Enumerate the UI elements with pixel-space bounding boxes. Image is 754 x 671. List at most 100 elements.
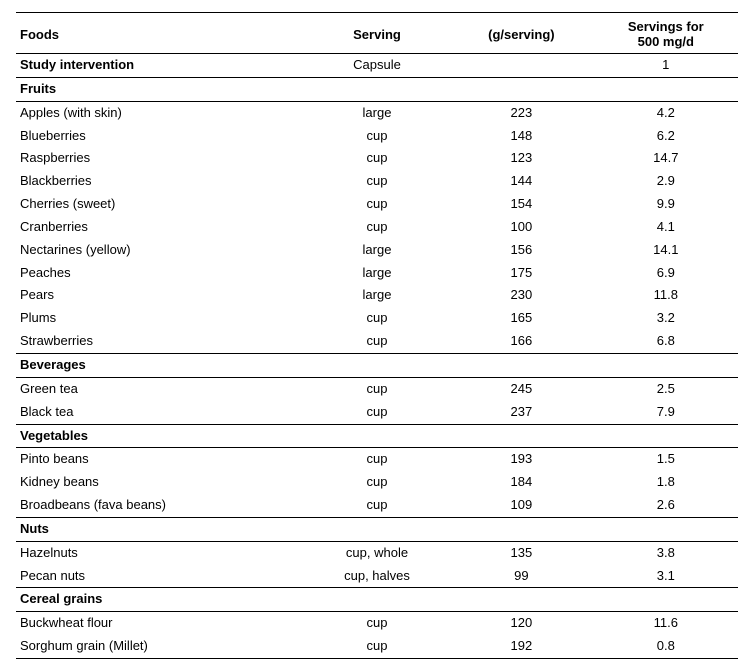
servings-for-500mg: 1.5 bbox=[594, 448, 738, 471]
food-name: Apples (with skin) bbox=[16, 101, 305, 124]
data-row: Pinto beanscup1931.5 bbox=[16, 448, 738, 471]
serving-size: cup bbox=[305, 330, 449, 353]
header-servings-for: Servings for 500 mg/d bbox=[594, 13, 738, 54]
serving-size: large bbox=[305, 239, 449, 262]
section-title: Vegetables bbox=[16, 424, 738, 448]
grams-per-serving: 100 bbox=[449, 216, 593, 239]
servings-for-500mg: 2.6 bbox=[594, 494, 738, 517]
servings-for-500mg: 6.2 bbox=[594, 125, 738, 148]
servings-for-500mg: 14.7 bbox=[594, 147, 738, 170]
servings-for-500mg: 3.1 bbox=[594, 565, 738, 588]
food-name: Strawberries bbox=[16, 330, 305, 353]
serving-size: cup bbox=[305, 635, 449, 658]
study-intervention-row: Study interventionCapsule1 bbox=[16, 54, 738, 78]
food-name: Kidney beans bbox=[16, 471, 305, 494]
serving-size: cup bbox=[305, 448, 449, 471]
grams-per-serving: 192 bbox=[449, 635, 593, 658]
servings-for-500mg: 3.2 bbox=[594, 307, 738, 330]
servings-for-500mg: 7.9 bbox=[594, 401, 738, 424]
serving-size: large bbox=[305, 284, 449, 307]
food-name: Sorghum grain (Millet) bbox=[16, 635, 305, 658]
section-header-row: Beverages bbox=[16, 353, 738, 377]
food-name: Pinto beans bbox=[16, 448, 305, 471]
grams-per-serving: 154 bbox=[449, 193, 593, 216]
table-header-row: Foods Serving (g/serving) Servings for 5… bbox=[16, 13, 738, 54]
grams-per-serving: 223 bbox=[449, 101, 593, 124]
food-name: Pears bbox=[16, 284, 305, 307]
data-row: Cranberriescup1004.1 bbox=[16, 216, 738, 239]
food-name: Cranberries bbox=[16, 216, 305, 239]
data-row: Broadbeans (fava beans)cup1092.6 bbox=[16, 494, 738, 517]
section-header-row: Vegetables bbox=[16, 424, 738, 448]
food-name: Black tea bbox=[16, 401, 305, 424]
data-row: Sorghum grain (Millet)cup1920.8 bbox=[16, 635, 738, 658]
food-name: Buckwheat flour bbox=[16, 612, 305, 635]
grams-per-serving: 156 bbox=[449, 239, 593, 262]
servings-for-500mg: 0.8 bbox=[594, 635, 738, 658]
section-header-row: Nuts bbox=[16, 517, 738, 541]
serving-size: cup bbox=[305, 216, 449, 239]
food-name: Peaches bbox=[16, 262, 305, 285]
food-name: Blueberries bbox=[16, 125, 305, 148]
section-header-row: Cereal grains bbox=[16, 588, 738, 612]
food-name: Blackberries bbox=[16, 170, 305, 193]
serving-size: cup bbox=[305, 401, 449, 424]
data-row: Apples (with skin)large2234.2 bbox=[16, 101, 738, 124]
serving-size: cup bbox=[305, 147, 449, 170]
grams-per-serving: 99 bbox=[449, 565, 593, 588]
data-row: Raspberriescup12314.7 bbox=[16, 147, 738, 170]
grams-per-serving: 193 bbox=[449, 448, 593, 471]
serving-size: cup bbox=[305, 377, 449, 400]
servings-for-500mg: 9.9 bbox=[594, 193, 738, 216]
servings-for-500mg: 3.8 bbox=[594, 541, 738, 564]
servings-for-500mg: 2.5 bbox=[594, 377, 738, 400]
data-row: Buckwheat flourcup12011.6 bbox=[16, 612, 738, 635]
servings-for-500mg: 4.1 bbox=[594, 216, 738, 239]
food-name: Broadbeans (fava beans) bbox=[16, 494, 305, 517]
grams-per-serving: 120 bbox=[449, 612, 593, 635]
section-title: Beverages bbox=[16, 353, 738, 377]
grams-per-serving: 175 bbox=[449, 262, 593, 285]
data-row: Hazelnutscup, whole1353.8 bbox=[16, 541, 738, 564]
grams-per-serving: 165 bbox=[449, 307, 593, 330]
serving-size: cup, whole bbox=[305, 541, 449, 564]
nutrition-table: Foods Serving (g/serving) Servings for 5… bbox=[16, 12, 738, 659]
grams-per-serving: 144 bbox=[449, 170, 593, 193]
serving-size: cup, halves bbox=[305, 565, 449, 588]
servings-for-500mg: 11.6 bbox=[594, 612, 738, 635]
data-row: Black teacup2377.9 bbox=[16, 401, 738, 424]
serving-size: cup bbox=[305, 494, 449, 517]
serving-size: large bbox=[305, 262, 449, 285]
header-serving: Serving bbox=[305, 13, 449, 54]
serving-size: cup bbox=[305, 170, 449, 193]
food-name: Hazelnuts bbox=[16, 541, 305, 564]
servings-for-500mg: 6.9 bbox=[594, 262, 738, 285]
servings-for-500mg: 4.2 bbox=[594, 101, 738, 124]
data-row: Blackberriescup1442.9 bbox=[16, 170, 738, 193]
servings-for-500mg: 6.8 bbox=[594, 330, 738, 353]
food-name: Cherries (sweet) bbox=[16, 193, 305, 216]
food-name: Plums bbox=[16, 307, 305, 330]
grams-per-serving: 135 bbox=[449, 541, 593, 564]
intervention-g bbox=[449, 54, 593, 78]
servings-for-500mg: 11.8 bbox=[594, 284, 738, 307]
grams-per-serving: 237 bbox=[449, 401, 593, 424]
section-header-row: Fruits bbox=[16, 77, 738, 101]
food-name: Green tea bbox=[16, 377, 305, 400]
data-row: Blueberriescup1486.2 bbox=[16, 125, 738, 148]
data-row: Kidney beanscup1841.8 bbox=[16, 471, 738, 494]
data-row: Pecan nutscup, halves993.1 bbox=[16, 565, 738, 588]
serving-size: cup bbox=[305, 125, 449, 148]
serving-size: cup bbox=[305, 193, 449, 216]
food-name: Raspberries bbox=[16, 147, 305, 170]
grams-per-serving: 166 bbox=[449, 330, 593, 353]
grams-per-serving: 245 bbox=[449, 377, 593, 400]
data-row: Nectarines (yellow)large15614.1 bbox=[16, 239, 738, 262]
serving-size: large bbox=[305, 101, 449, 124]
data-row: Peacheslarge1756.9 bbox=[16, 262, 738, 285]
intervention-servings: 1 bbox=[594, 54, 738, 78]
servings-for-500mg: 14.1 bbox=[594, 239, 738, 262]
section-title: Nuts bbox=[16, 517, 738, 541]
data-row: Strawberriescup1666.8 bbox=[16, 330, 738, 353]
grams-per-serving: 123 bbox=[449, 147, 593, 170]
